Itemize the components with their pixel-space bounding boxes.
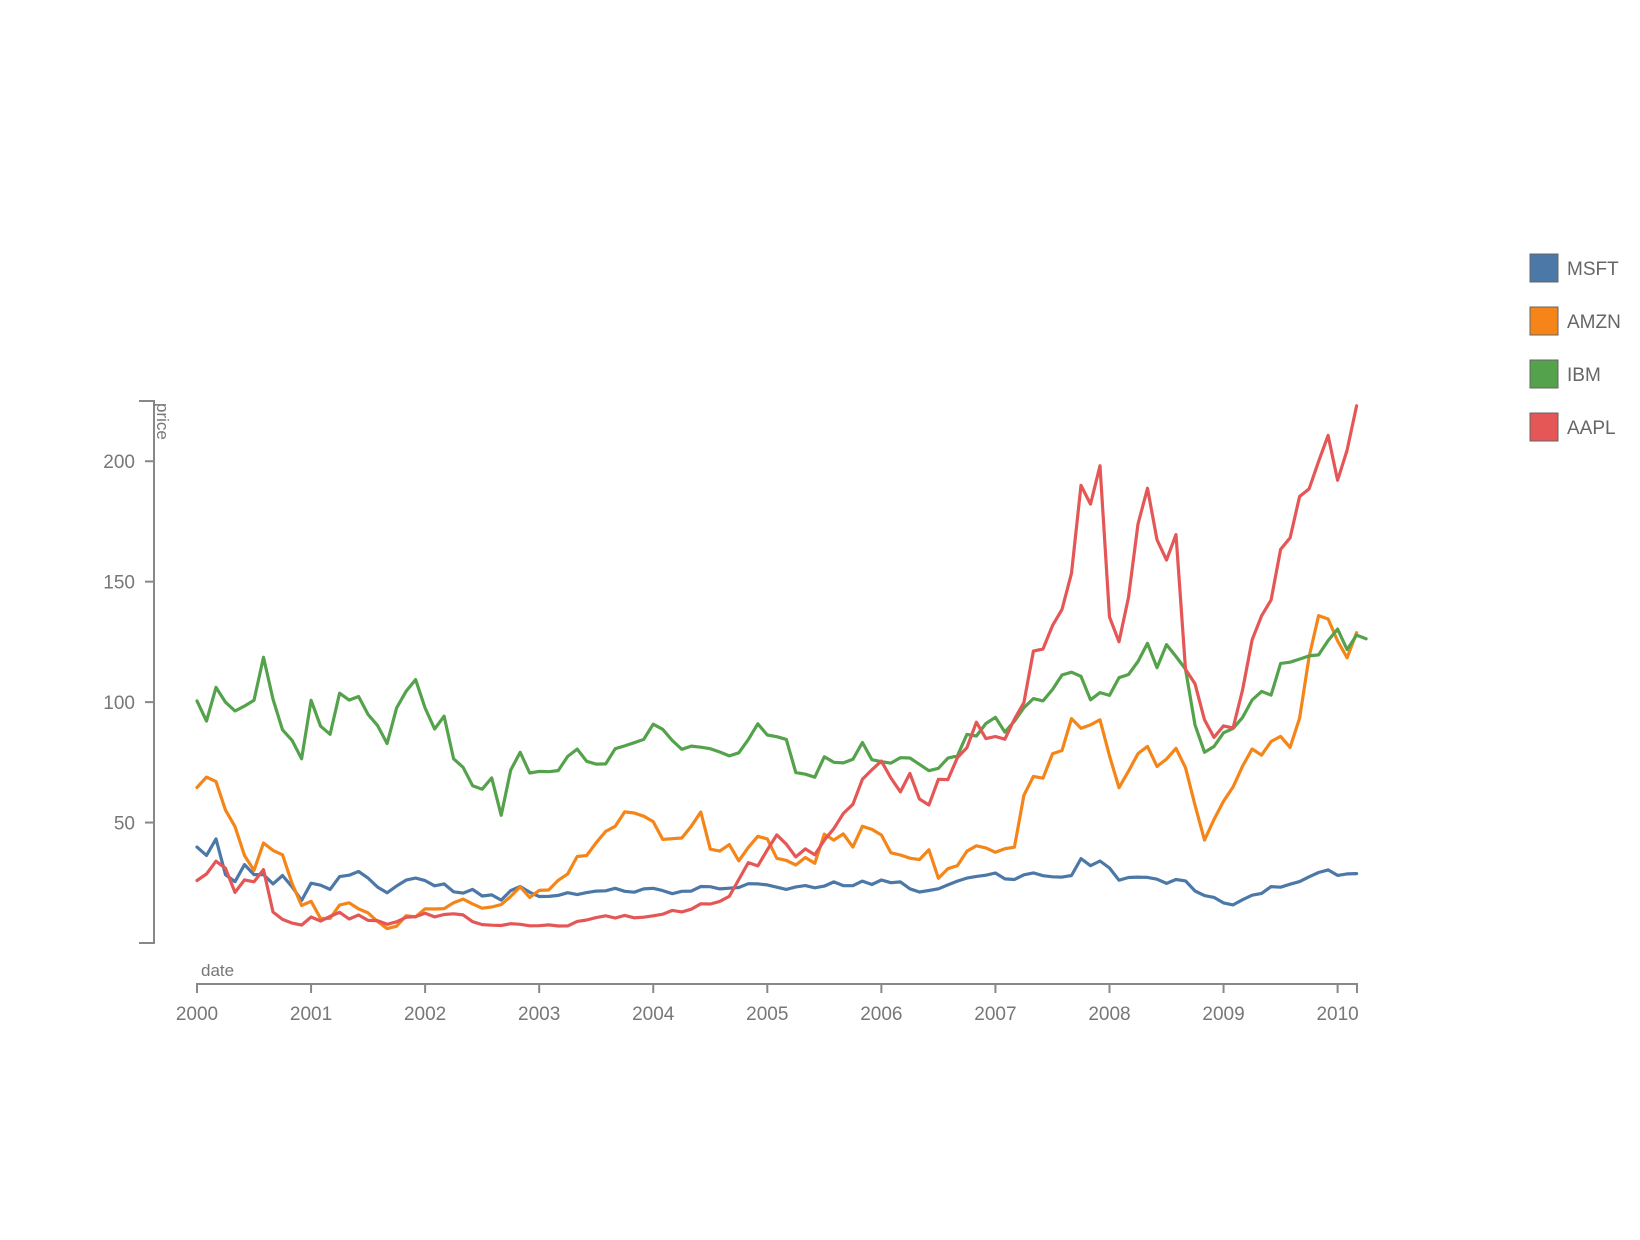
legend-label: AAPL <box>1567 418 1616 439</box>
legend-label: AMZN <box>1567 312 1621 333</box>
x-axis-line <box>196 983 1358 993</box>
x-tick-label: 2008 <box>1088 1004 1130 1025</box>
legend: MSFT AMZN IBM AAPL <box>1529 253 1621 442</box>
x-axis: 2000 2001 2002 2003 2004 2005 2006 2007 2008 2009… <box>176 961 1359 1025</box>
x-tick-label: 2007 <box>974 1004 1016 1025</box>
y-axis-title: price <box>153 403 172 440</box>
x-tick-label: 2000 <box>176 1004 218 1025</box>
y-tick-label: 100 <box>103 693 135 714</box>
y-axis-line <box>139 400 155 944</box>
x-tick-group: 2000 2001 2002 2003 2004 2005 2006 2007 2008 2009… <box>176 984 1359 1025</box>
series-group <box>195 404 1368 931</box>
x-tick-label: 2005 <box>746 1004 788 1025</box>
series-line-amzn <box>195 614 1359 931</box>
y-tick-label: 150 <box>103 573 135 594</box>
legend-swatch <box>1529 253 1559 283</box>
series-line-msft <box>195 837 1359 907</box>
x-tick-label: 2001 <box>290 1004 332 1025</box>
x-axis-title: date <box>201 961 234 980</box>
y-axis: 50 100 150 200 price <box>103 400 172 944</box>
y-tick-label: 50 <box>114 814 135 835</box>
legend-label: MSFT <box>1567 259 1619 280</box>
legend-swatch <box>1529 306 1559 336</box>
series-line-ibm <box>195 627 1368 817</box>
legend-swatch <box>1529 412 1559 442</box>
legend-item-amzn[interactable]: AMZN <box>1529 306 1621 336</box>
series-line-aapl <box>195 404 1359 928</box>
x-tick-label: 2004 <box>632 1004 675 1025</box>
x-tick-label: 2006 <box>860 1004 902 1025</box>
x-tick-label: 2010 <box>1316 1004 1358 1025</box>
legend-label: IBM <box>1567 365 1601 386</box>
x-tick-label: 2009 <box>1202 1004 1244 1025</box>
x-tick-label: 2003 <box>518 1004 560 1025</box>
y-tick-group: 50 100 150 200 <box>103 452 154 835</box>
legend-item-ibm[interactable]: IBM <box>1529 359 1601 389</box>
x-tick-label: 2002 <box>404 1004 446 1025</box>
legend-item-aapl[interactable]: AAPL <box>1529 412 1616 442</box>
legend-item-msft[interactable]: MSFT <box>1529 253 1619 283</box>
y-tick-label: 200 <box>103 452 135 473</box>
legend-swatch <box>1529 359 1559 389</box>
